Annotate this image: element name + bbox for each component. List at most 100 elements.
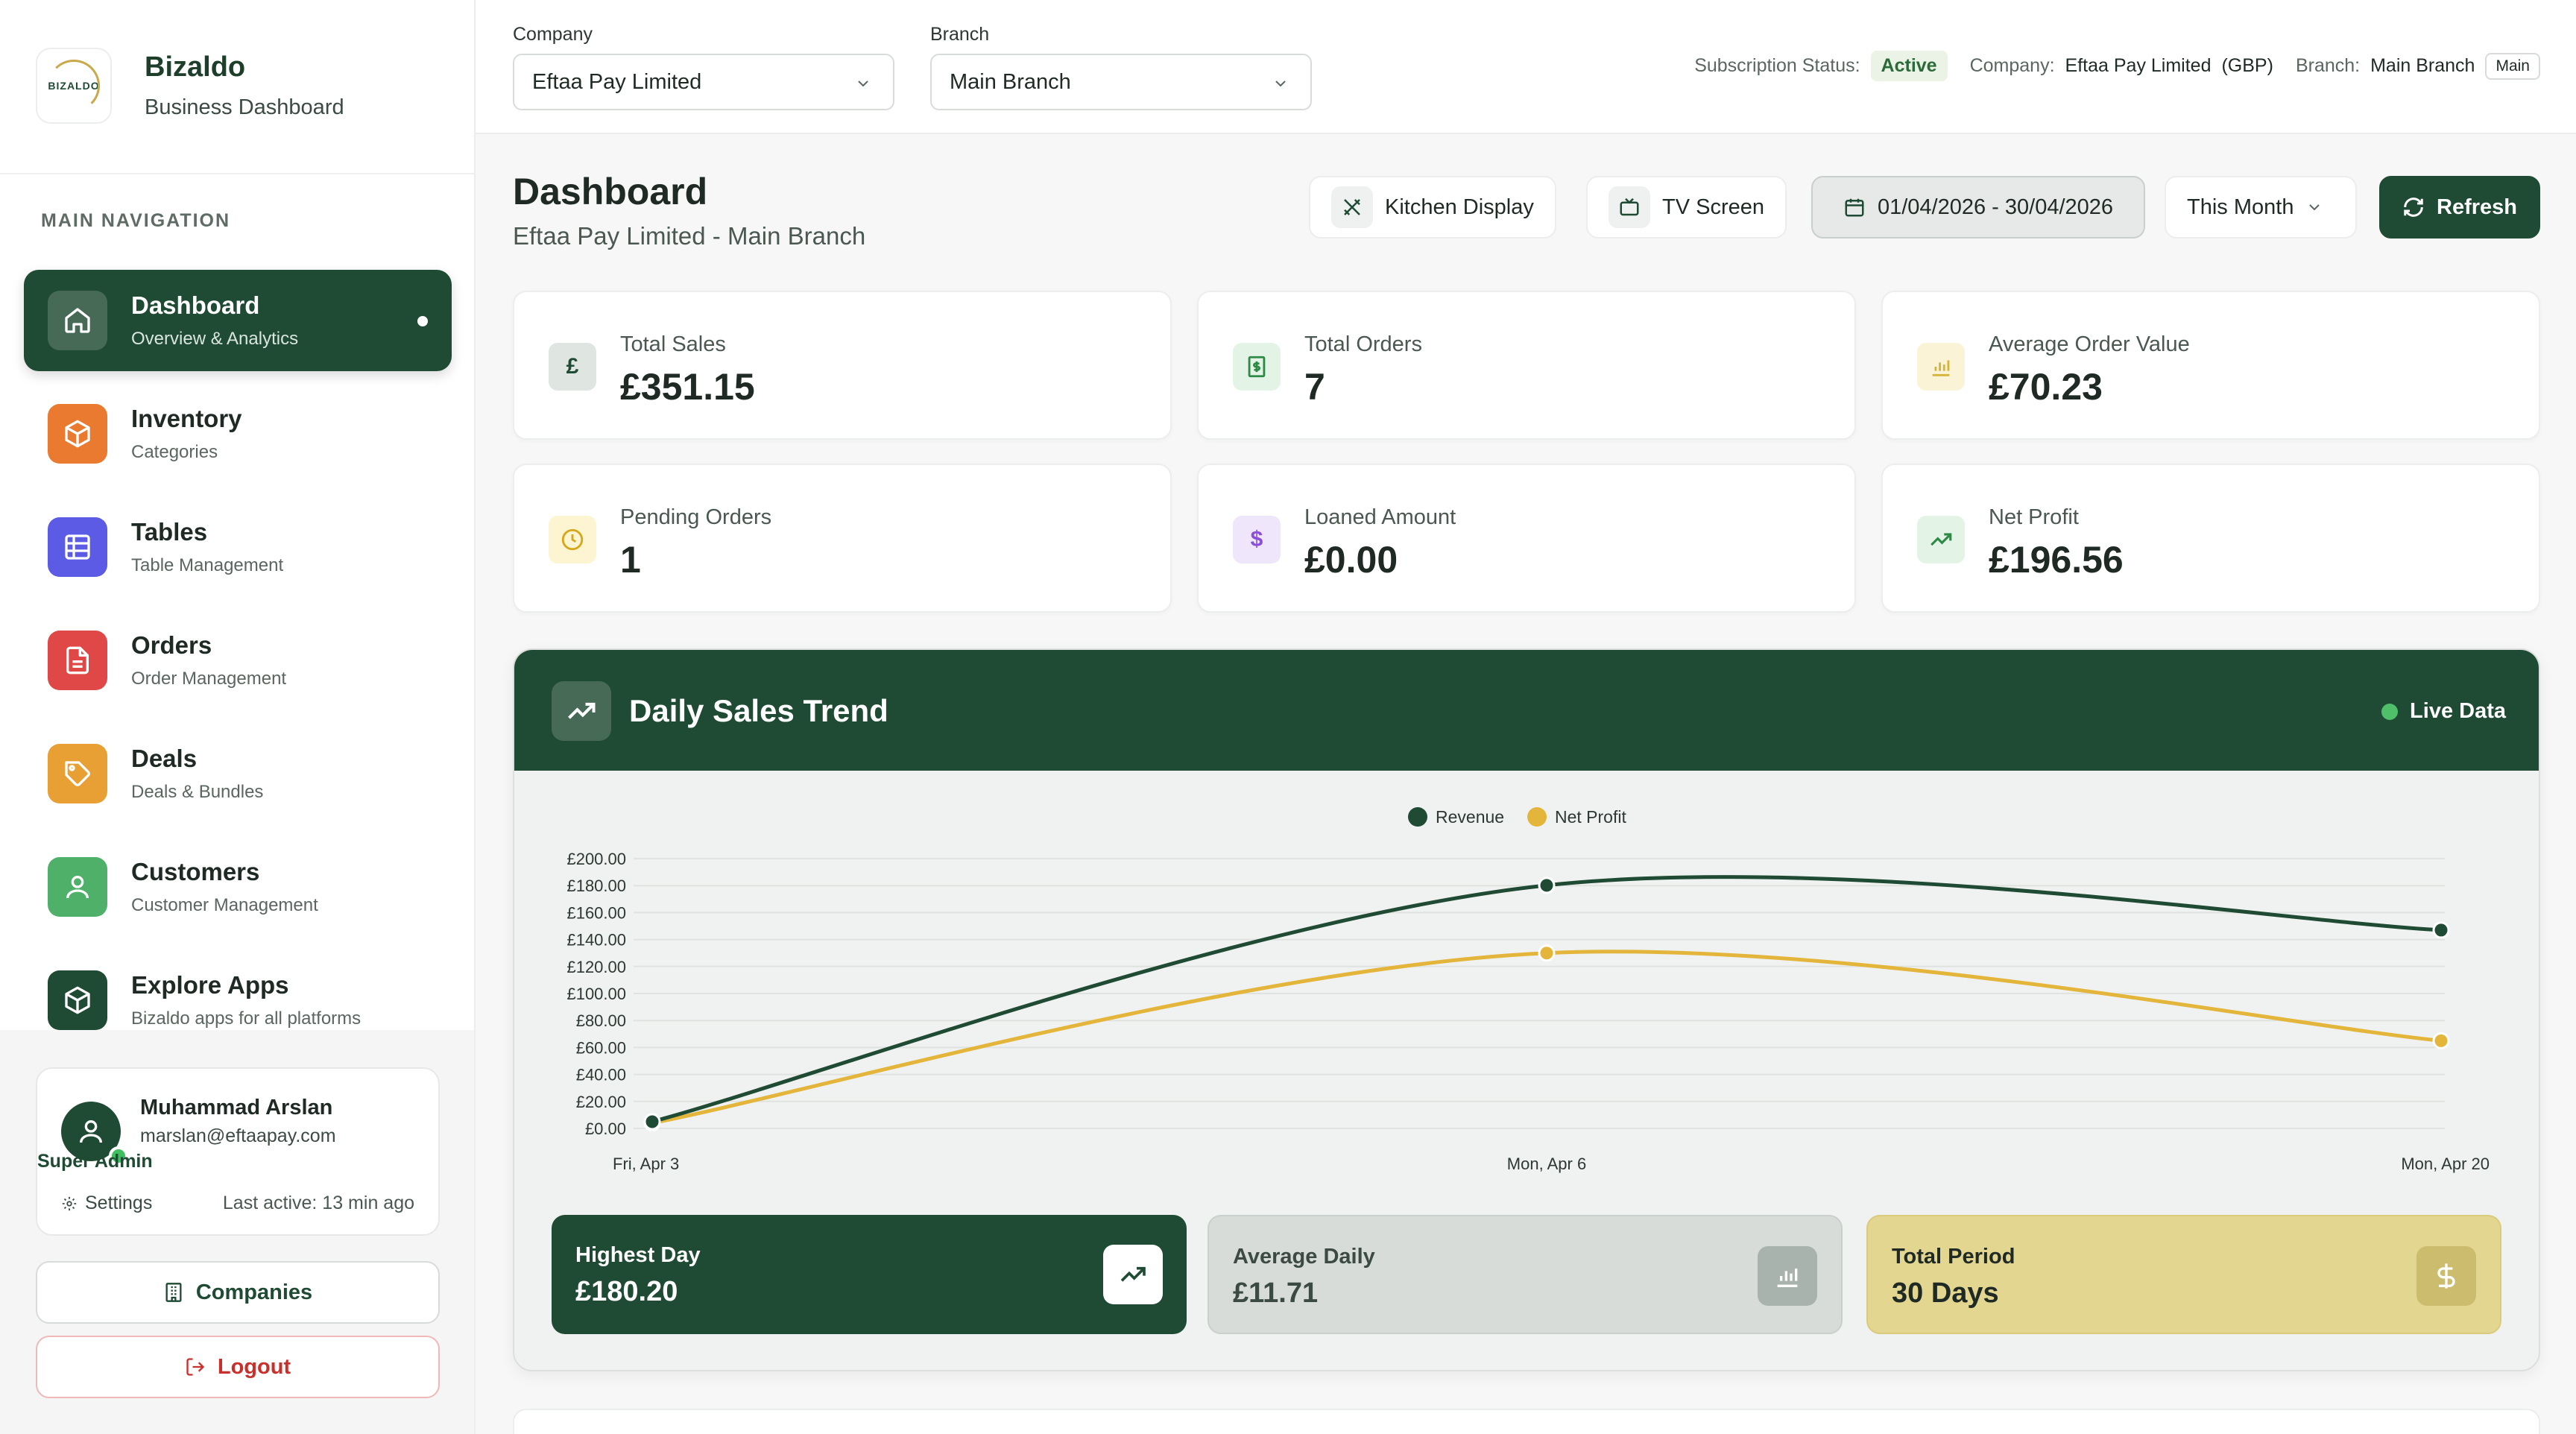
stat-card-average-order-value: Average Order Value £70.23 (1881, 291, 2540, 440)
clock-icon (549, 516, 596, 563)
period-select[interactable]: This Month (2165, 176, 2357, 239)
y-tick-label: £60.00 (576, 1038, 626, 1057)
summary-value: £11.71 (1233, 1277, 1319, 1309)
sales-line-chart: £0.00 £20.00 £40.00 £60.00 £80.00 £100.00 £120… (566, 807, 2490, 1173)
y-tick-label: £140.00 (566, 931, 626, 950)
logout-button[interactable]: Logout (36, 1336, 440, 1398)
kitchen-display-button[interactable]: Kitchen Display (1309, 176, 1556, 239)
user-email: marslan@eftaapay.com (140, 1125, 336, 1146)
bar-chart-icon (1917, 343, 1965, 391)
sidebar-item-title: Explore Apps (131, 971, 289, 999)
companies-button[interactable]: Companies (36, 1261, 440, 1324)
stat-value: £196.56 (1989, 539, 2124, 581)
sidebar-item-dashboard[interactable]: Dashboard Overview & Analytics (24, 270, 452, 371)
sidebar-item-tables[interactable]: Tables Table Management (24, 496, 452, 598)
sidebar-item-title: Orders (131, 631, 212, 659)
summary-value: 30 Days (1892, 1277, 1999, 1309)
y-tick-label: £160.00 (566, 903, 626, 922)
date-range-picker[interactable]: 01/04/2026 - 30/04/2026 (1811, 176, 2145, 239)
branch-info-label: Branch: (2295, 55, 2361, 76)
stat-value: £351.15 (620, 366, 755, 408)
data-point (643, 1113, 661, 1131)
legend-label: Revenue (1436, 807, 1504, 827)
legend-swatch (1527, 807, 1547, 827)
subscription-badge: Active (1870, 51, 1948, 81)
next-section-card (513, 1409, 2540, 1434)
user-card: Muhammad Arslan marslan@eftaapay.com Sup… (36, 1067, 440, 1236)
trending-up-icon (1103, 1245, 1163, 1304)
company-info-label: Company: (1969, 55, 2055, 76)
branch-label: Branch (930, 24, 990, 45)
stat-card-loaned-amount: $ Loaned Amount £0.00 (1197, 464, 1856, 613)
document-icon (48, 631, 107, 690)
chevron-down-icon (858, 80, 868, 87)
stat-label: Total Orders (1304, 332, 1422, 356)
y-tick-label: £100.00 (566, 985, 626, 1003)
tv-screen-button[interactable]: TV Screen (1586, 176, 1787, 239)
brand-subtitle: Business Dashboard (145, 95, 344, 119)
data-point (1538, 944, 1556, 962)
stat-label: Total Sales (620, 332, 726, 356)
branch-info-value: Main Branch (2370, 55, 2475, 76)
sidebar-divider (0, 173, 474, 174)
last-active: Last active: 13 min ago (222, 1193, 414, 1213)
sidebar-item-subtitle: Categories (131, 442, 218, 462)
brand[interactable]: BIZALDO Bizaldo Business Dashboard (36, 45, 344, 127)
y-tick-label: £120.00 (566, 958, 626, 976)
brand-logo: BIZALDO (36, 48, 112, 124)
chart-title: Daily Sales Trend (629, 693, 888, 728)
sidebar-item-deals[interactable]: Deals Deals & Bundles (24, 723, 452, 824)
page-subtitle: Eftaa Pay Limited - Main Branch (513, 222, 866, 250)
sidebar-item-inventory[interactable]: Inventory Categories (24, 383, 452, 484)
live-data-indicator: Live Data (2381, 699, 2506, 724)
legend-swatch (1408, 807, 1427, 827)
box-icon (48, 404, 107, 464)
live-dot (2381, 703, 2399, 720)
pound-icon: £ (549, 343, 596, 391)
company-select[interactable]: Eftaa Pay Limited (513, 54, 894, 110)
summary-average-daily: Average Daily £11.71 (1208, 1215, 1843, 1334)
topbar: Company Eftaa Pay Limited Branch Main Br… (476, 0, 2576, 134)
sidebar-item-title: Tables (131, 518, 208, 546)
sidebar-item-subtitle: Bizaldo apps for all platforms (131, 1008, 362, 1029)
status-row: Subscription Status: Active Company: Eft… (1694, 51, 2540, 81)
bar-chart-icon (1758, 1246, 1817, 1306)
sidebar-item-subtitle: Overview & Analytics (131, 329, 299, 349)
settings-link[interactable]: Settings (61, 1193, 152, 1214)
summary-label: Average Daily (1233, 1245, 1375, 1269)
tv-icon (1609, 186, 1650, 228)
refresh-button[interactable]: Refresh (2379, 176, 2540, 239)
sidebar-item-subtitle: Deals & Bundles (131, 782, 264, 802)
calendar-icon (1845, 198, 1864, 217)
branch-select[interactable]: Main Branch (930, 54, 1312, 110)
stat-card-total-orders: Total Orders 7 (1197, 291, 1856, 440)
stat-value: 1 (620, 539, 641, 581)
receipt-icon (1233, 343, 1281, 391)
sidebar-item-explore-apps[interactable]: Explore Apps Bizaldo apps for all platfo… (24, 950, 452, 1051)
trending-up-icon (552, 681, 611, 741)
sidebar-item-title: Inventory (131, 405, 242, 432)
daily-sales-trend-panel: Daily Sales Trend Live Data £0.00 £20.00 £… (513, 648, 2540, 1371)
sidebar-item-subtitle: Table Management (131, 555, 284, 575)
online-status-dot (109, 1146, 128, 1166)
user-role: Super Admin (37, 1151, 153, 1172)
user-icon (80, 1120, 102, 1143)
sidebar-item-orders[interactable]: Orders Order Management (24, 610, 452, 711)
sidebar-item-title: Dashboard (131, 291, 260, 319)
stat-value: £0.00 (1304, 539, 1398, 581)
dollar-icon: $ (1233, 516, 1281, 563)
y-tick-label: £200.00 (566, 850, 626, 868)
sidebar-item-customers[interactable]: Customers Customer Management (24, 836, 452, 938)
subscription-label: Subscription Status: (1694, 55, 1860, 76)
logout-icon (186, 1358, 205, 1376)
stat-label: Loaned Amount (1304, 505, 1456, 529)
building-icon (165, 1283, 182, 1302)
currency-label: (GBP) (2221, 55, 2273, 76)
home-icon (48, 291, 107, 350)
chevron-down-icon (2309, 204, 2320, 211)
y-tick-label: £40.00 (576, 1066, 626, 1084)
trending-up-icon (1917, 516, 1965, 563)
data-point (2432, 1032, 2450, 1049)
stat-card-net-profit: Net Profit £196.56 (1881, 464, 2540, 613)
stat-label: Average Order Value (1989, 332, 2190, 356)
